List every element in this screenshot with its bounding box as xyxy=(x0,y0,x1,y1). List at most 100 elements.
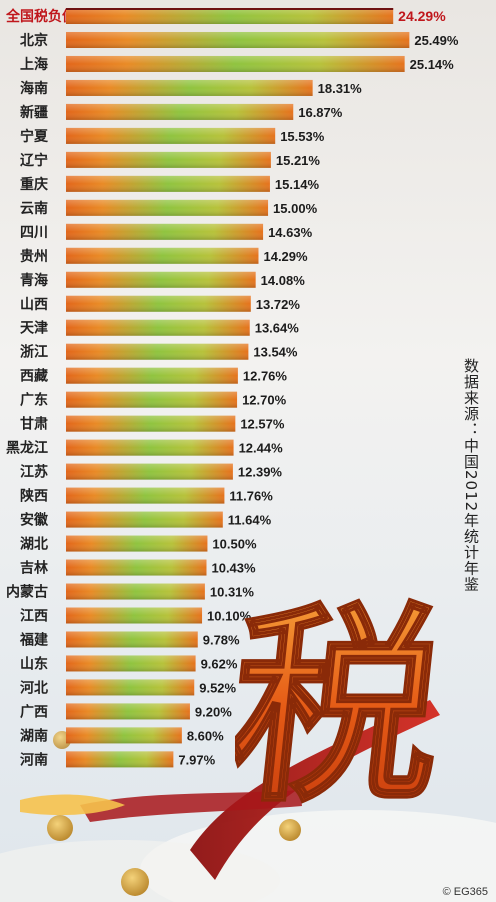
bar-shade xyxy=(66,55,405,72)
value-label: 12.44% xyxy=(239,441,284,456)
category-label: 黑龙江 xyxy=(6,440,48,457)
bar-shade xyxy=(66,583,205,600)
value-label: 25.14% xyxy=(410,57,455,72)
category-label: 甘肃 xyxy=(20,416,48,433)
category-label: 青海 xyxy=(20,272,48,289)
value-label: 14.63% xyxy=(268,225,313,240)
bar-shade xyxy=(66,295,251,312)
value-label: 14.08% xyxy=(261,273,306,288)
category-label: 天津 xyxy=(20,320,48,337)
bar-shade xyxy=(66,367,238,384)
value-label: 11.76% xyxy=(229,489,273,504)
bar-shade xyxy=(66,79,313,96)
bar-shade xyxy=(66,8,394,24)
red-ribbon xyxy=(80,790,302,822)
value-label: 12.39% xyxy=(238,465,283,480)
value-label: 15.00% xyxy=(273,201,318,216)
bar-shade xyxy=(66,655,196,672)
bar-shade xyxy=(66,751,174,768)
category-label: 浙江 xyxy=(20,344,48,361)
source-note: 数据来源：中国2012年统计年鉴 xyxy=(462,358,480,593)
bar-shade xyxy=(66,175,270,192)
value-label: 11.64% xyxy=(228,513,272,528)
bar-shade xyxy=(66,727,182,744)
bar-shade xyxy=(66,703,190,720)
value-label: 15.21% xyxy=(276,153,321,168)
category-label: 安徽 xyxy=(20,512,49,529)
category-label: 江西 xyxy=(20,608,48,625)
category-label: 山东 xyxy=(20,655,48,672)
value-label: 10.43% xyxy=(211,561,256,576)
category-label: 山西 xyxy=(20,297,48,313)
category-label: 内蒙古 xyxy=(6,584,48,601)
bar-shade xyxy=(66,151,271,168)
category-label: 陕西 xyxy=(20,488,48,505)
bar-shade xyxy=(66,247,259,264)
bar-shade xyxy=(66,559,207,576)
value-label: 8.60% xyxy=(187,728,224,743)
bar-shade xyxy=(66,415,236,432)
bar-shade xyxy=(66,679,195,696)
category-label: 广西 xyxy=(20,703,48,720)
category-label: 四川 xyxy=(20,225,48,241)
bar-shade xyxy=(66,463,233,480)
bar-shade xyxy=(66,127,276,144)
value-label: 24.29% xyxy=(398,8,446,24)
category-label: 辽宁 xyxy=(20,152,48,169)
value-label: 13.72% xyxy=(256,297,301,312)
bar-shade xyxy=(66,607,203,624)
credit-text: © EG365 xyxy=(442,886,488,898)
value-label: 10.31% xyxy=(210,585,255,600)
category-label: 西藏 xyxy=(20,368,48,385)
bar-shade xyxy=(66,343,249,360)
bar-shade xyxy=(66,271,256,288)
category-label: 河北 xyxy=(20,679,48,696)
category-label: 新疆 xyxy=(20,104,48,121)
bar-shade xyxy=(66,199,269,216)
bar-shade xyxy=(66,439,234,456)
category-label: 贵州 xyxy=(20,248,48,265)
bar-shade xyxy=(66,391,238,408)
red-ribbon xyxy=(190,700,440,880)
flame-streak xyxy=(20,794,125,816)
category-label: 上海 xyxy=(20,56,48,73)
category-label: 云南 xyxy=(20,200,48,217)
value-label: 16.87% xyxy=(298,105,343,120)
category-label: 重庆 xyxy=(20,176,48,193)
bar-shade xyxy=(66,319,250,336)
value-label: 12.70% xyxy=(242,393,287,408)
value-label: 12.76% xyxy=(243,369,288,384)
tax-character-art: 税 xyxy=(235,584,455,815)
category-label: 全国税负值 xyxy=(5,8,76,25)
bars-group: 全国税负值 24.29% 北京 25.49% 上海 25.14% 海南 18.31% 新疆 16.… xyxy=(5,8,459,768)
category-label: 湖南 xyxy=(20,727,48,744)
value-label: 9.52% xyxy=(199,680,236,695)
value-label: 13.64% xyxy=(255,321,300,336)
bar-shade xyxy=(66,103,294,120)
value-label: 12.57% xyxy=(240,417,285,432)
value-label: 25.49% xyxy=(414,33,459,48)
value-label: 14.29% xyxy=(263,249,308,264)
value-label: 9.62% xyxy=(201,656,238,671)
category-label: 广东 xyxy=(20,392,48,409)
category-label: 河南 xyxy=(20,751,48,768)
value-label: 18.31% xyxy=(318,81,363,96)
bar-shade xyxy=(66,535,208,552)
bar-shade xyxy=(66,511,223,528)
coin-icon xyxy=(121,868,149,896)
bar-shade xyxy=(66,31,410,48)
bar-shade xyxy=(66,223,264,240)
value-label: 10.10% xyxy=(207,609,252,624)
category-label: 海南 xyxy=(20,80,48,97)
bar-top-edge xyxy=(66,8,394,10)
value-label: 13.54% xyxy=(253,345,298,360)
coin-icon xyxy=(279,819,301,841)
category-label: 北京 xyxy=(20,32,48,49)
coin-icon xyxy=(47,815,73,841)
bar-shade xyxy=(66,487,225,504)
value-label: 9.78% xyxy=(203,632,240,647)
value-label: 10.50% xyxy=(212,537,257,552)
category-label: 湖北 xyxy=(20,537,48,553)
